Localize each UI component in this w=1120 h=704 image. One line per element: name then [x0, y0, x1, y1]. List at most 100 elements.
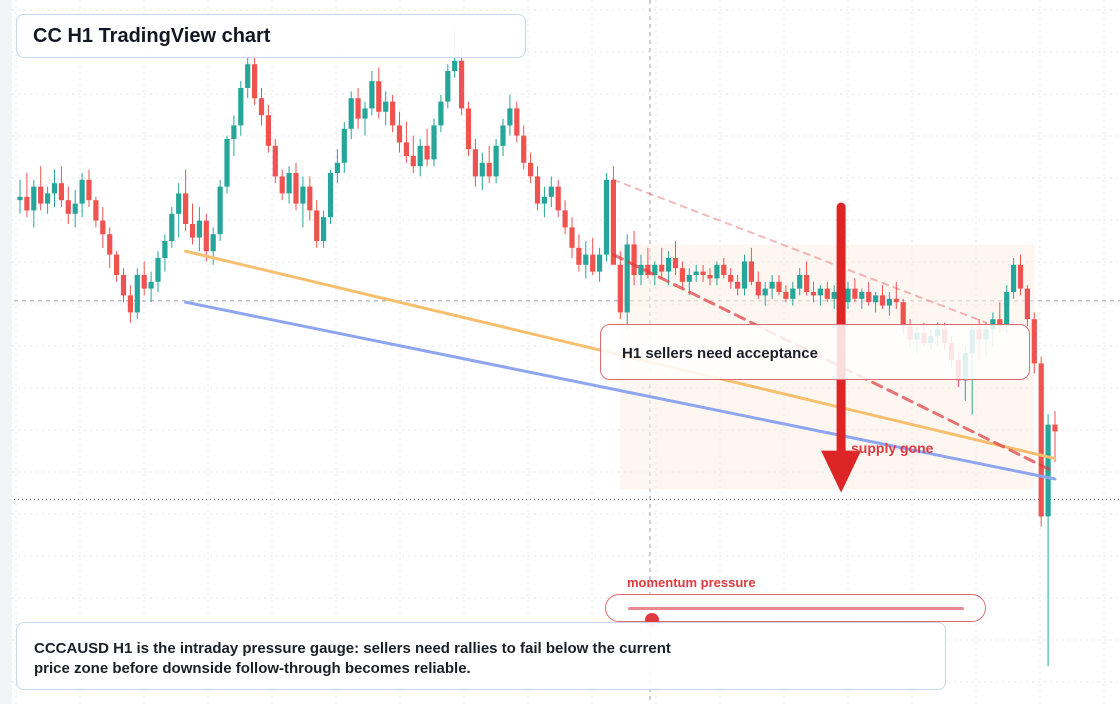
candle [638, 254, 644, 286]
candle-body [120, 275, 127, 296]
candle [790, 281, 796, 306]
candle [238, 81, 244, 136]
candle [610, 166, 616, 265]
candle-body [438, 101, 444, 126]
candle [555, 179, 561, 218]
candle [583, 241, 589, 279]
candle-body [252, 64, 258, 99]
candle [624, 234, 630, 330]
candle-body [162, 241, 168, 258]
candle [217, 179, 223, 241]
candle [576, 234, 582, 272]
candle-body [590, 254, 596, 272]
candle [1045, 414, 1051, 666]
candle-body [528, 162, 534, 177]
candle-body [403, 142, 409, 156]
candle-body [845, 288, 851, 303]
candle [831, 285, 837, 309]
candle-body [597, 254, 603, 272]
candle [245, 54, 251, 99]
candle-body [810, 292, 817, 296]
candle [569, 217, 575, 258]
candle [31, 179, 37, 228]
candle-body [728, 275, 734, 282]
candle [93, 196, 99, 228]
candle-body [686, 275, 692, 282]
candle-body [334, 162, 340, 173]
candle [348, 91, 354, 139]
candle-body [486, 162, 492, 177]
candle [721, 258, 727, 279]
candle [879, 285, 886, 309]
candle-body [155, 258, 161, 282]
candle [196, 207, 202, 252]
candle-body [541, 196, 547, 204]
candle-body [631, 244, 637, 275]
candle-body [610, 179, 616, 265]
candle-body [210, 234, 216, 252]
candle-body [390, 101, 396, 126]
candle-body [748, 261, 754, 282]
candle [866, 281, 872, 306]
candle [700, 264, 706, 282]
candle-body [134, 275, 140, 313]
candle-body [624, 244, 630, 313]
candle [748, 247, 754, 286]
candle [176, 183, 182, 238]
candle [755, 271, 761, 299]
candle [24, 173, 30, 218]
candle-body [258, 98, 265, 116]
candle-body [272, 145, 278, 177]
candle [155, 251, 161, 292]
candle [707, 268, 713, 286]
candle-body [224, 139, 230, 187]
candle-body [452, 60, 458, 71]
candle-body [555, 186, 561, 211]
candle-body [666, 258, 672, 272]
candle [728, 268, 734, 289]
candle [617, 251, 623, 320]
candle-body [859, 292, 865, 299]
support-line [184, 300, 1057, 481]
candle-body [238, 88, 244, 126]
candle-body [659, 264, 665, 272]
candle [1011, 258, 1017, 299]
candle [127, 285, 133, 323]
candle-body [1038, 363, 1044, 517]
candle [886, 292, 892, 316]
candle [679, 261, 685, 289]
note-text: CCCAUSD H1 is the intraday pressure gaug… [34, 639, 714, 679]
candle [314, 200, 320, 248]
candle-body [735, 281, 741, 289]
candle-body [1031, 319, 1037, 364]
candle-body [410, 156, 416, 167]
candle [776, 275, 782, 296]
candle-body [534, 176, 541, 204]
candle [472, 139, 478, 187]
candle-body [507, 108, 513, 126]
candle-body [355, 98, 361, 119]
candle-body [790, 288, 796, 299]
candle [65, 186, 71, 224]
candle-body [38, 186, 44, 204]
candle-body [886, 298, 892, 306]
chart-title: CC H1 TradingView chart [33, 25, 271, 47]
candle [1024, 285, 1030, 326]
candle-body [652, 264, 658, 275]
candle-body [804, 275, 810, 292]
candle-body [645, 264, 651, 275]
candle-body [873, 295, 879, 303]
candle [51, 169, 58, 207]
candle-body [417, 145, 423, 167]
candle-body [721, 264, 727, 275]
candle [38, 166, 44, 211]
candle-body [700, 271, 706, 275]
candle-body [196, 220, 202, 238]
candle-body [189, 224, 196, 238]
candle [824, 281, 830, 303]
candle-body [459, 60, 465, 109]
candle [72, 190, 78, 228]
note-line-1: CCCAUSD H1 is the intraday pressure gaug… [34, 640, 671, 657]
candle-body [893, 298, 899, 303]
